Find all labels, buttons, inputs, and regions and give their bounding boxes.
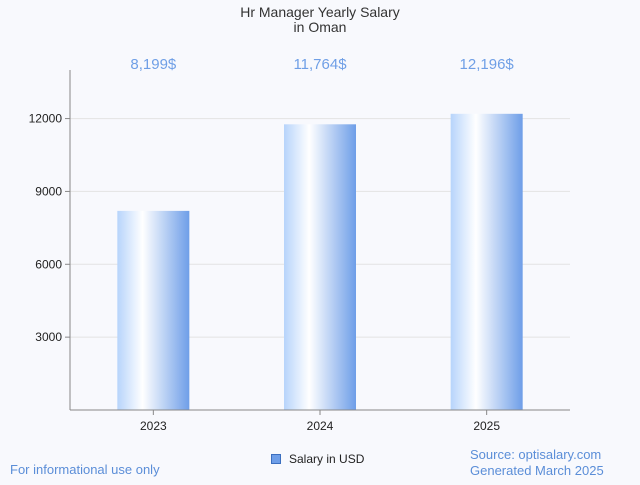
ytick-label-9000: 9000 xyxy=(35,184,62,198)
value-label-2023: 8,199$ xyxy=(130,56,177,73)
ytick-label-3000: 3000 xyxy=(35,330,62,344)
source-text: Source: optisalary.com xyxy=(470,447,602,462)
xtick-label-2023: 2023 xyxy=(140,419,167,433)
source-block: Source: optisalary.com Generated March 2… xyxy=(470,447,604,479)
bar-2023 xyxy=(117,210,190,410)
value-label-2025: 12,196$ xyxy=(460,56,515,73)
ytick-label-12000: 12000 xyxy=(29,112,63,126)
bars-layer: 8,199$ 11,764$ 12,196$ xyxy=(117,56,523,410)
disclaimer-text: For informational use only xyxy=(10,462,160,477)
generated-text: Generated March 2025 xyxy=(470,463,604,478)
chart-title-line2: in Oman xyxy=(294,19,347,35)
xtick-label-2024: 2024 xyxy=(307,419,334,433)
legend-swatch xyxy=(271,454,281,464)
bar-2025 xyxy=(450,113,523,410)
bar-2024 xyxy=(284,124,356,410)
legend-label: Salary in USD xyxy=(289,452,365,466)
chart-title-line1: Hr Manager Yearly Salary xyxy=(240,4,400,20)
value-label-2024: 11,764$ xyxy=(293,56,347,73)
xtick-label-2025: 2025 xyxy=(473,419,500,433)
axis-layer: 3000 6000 9000 12000 2023 2024 2025 xyxy=(29,70,570,433)
legend: Salary in USD xyxy=(271,452,364,466)
ytick-label-6000: 6000 xyxy=(35,257,62,271)
